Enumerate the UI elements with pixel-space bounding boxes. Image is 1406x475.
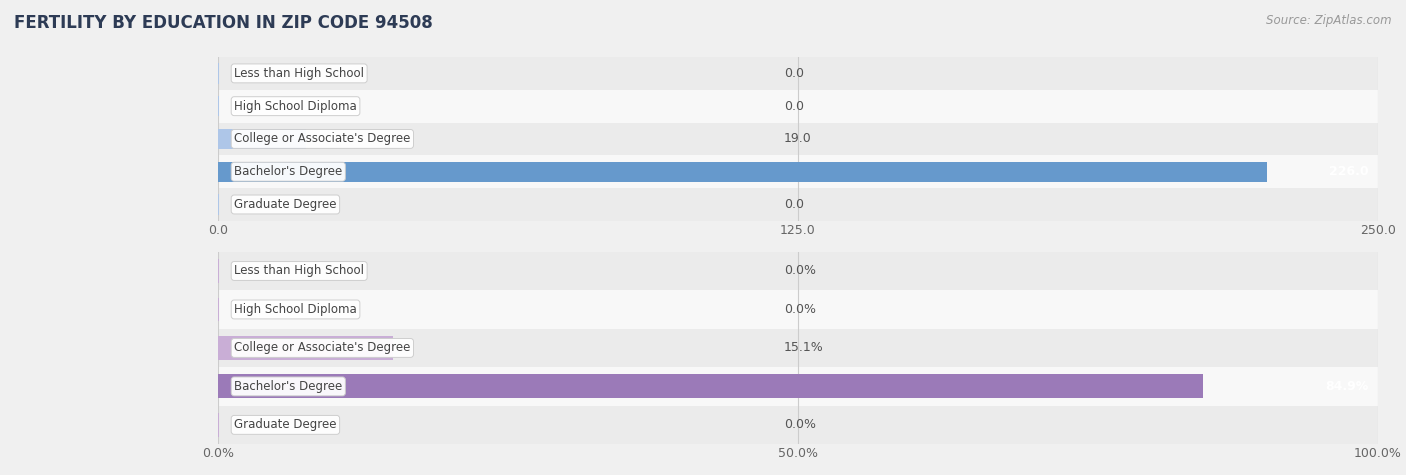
Bar xyxy=(218,155,1378,188)
Bar xyxy=(218,406,1378,444)
Text: Graduate Degree: Graduate Degree xyxy=(235,418,336,431)
Text: Bachelor's Degree: Bachelor's Degree xyxy=(235,380,343,393)
Text: College or Associate's Degree: College or Associate's Degree xyxy=(235,342,411,354)
Bar xyxy=(218,57,1378,90)
Bar xyxy=(218,329,1378,367)
Bar xyxy=(218,123,1378,155)
Text: High School Diploma: High School Diploma xyxy=(235,100,357,113)
Bar xyxy=(218,336,394,360)
Text: 15.1%: 15.1% xyxy=(785,342,824,354)
Text: 0.0: 0.0 xyxy=(785,67,804,80)
Text: Less than High School: Less than High School xyxy=(235,265,364,277)
Text: 0.0%: 0.0% xyxy=(785,303,815,316)
Text: Graduate Degree: Graduate Degree xyxy=(235,198,336,211)
Bar xyxy=(218,290,1378,329)
Bar xyxy=(218,129,307,149)
Bar xyxy=(218,162,1267,182)
Bar xyxy=(218,374,1202,399)
Text: FERTILITY BY EDUCATION IN ZIP CODE 94508: FERTILITY BY EDUCATION IN ZIP CODE 94508 xyxy=(14,14,433,32)
Text: 0.0%: 0.0% xyxy=(785,265,815,277)
Bar xyxy=(218,367,1378,406)
Text: Source: ZipAtlas.com: Source: ZipAtlas.com xyxy=(1267,14,1392,27)
Text: 19.0: 19.0 xyxy=(785,133,811,145)
Text: College or Associate's Degree: College or Associate's Degree xyxy=(235,133,411,145)
Bar xyxy=(218,252,1378,290)
Text: Less than High School: Less than High School xyxy=(235,67,364,80)
Text: 0.0: 0.0 xyxy=(785,100,804,113)
Text: High School Diploma: High School Diploma xyxy=(235,303,357,316)
Bar xyxy=(218,90,1378,123)
Text: 226.0: 226.0 xyxy=(1329,165,1368,178)
Text: 0.0: 0.0 xyxy=(785,198,804,211)
Text: Bachelor's Degree: Bachelor's Degree xyxy=(235,165,343,178)
Text: 84.9%: 84.9% xyxy=(1326,380,1368,393)
Text: 0.0%: 0.0% xyxy=(785,418,815,431)
Bar xyxy=(218,188,1378,221)
